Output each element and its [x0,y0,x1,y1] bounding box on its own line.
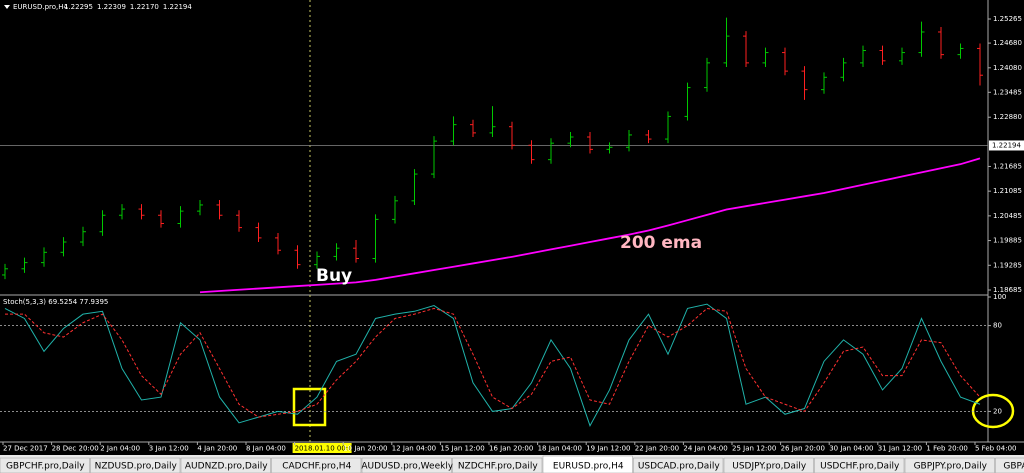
time-label: 1 Feb 20:00 [926,445,967,453]
time-highlight [292,443,352,453]
tab-bar: GBPCHF.pro,Daily NZDUSD.pro,Daily AUDNZD.p… [0,455,1024,473]
y-tick-label: 1.21085 [993,187,1022,195]
time-label: 4 Jan 20:00 [197,445,237,453]
tab-label[interactable]: AUDNZD.pro,Daily [185,462,268,472]
tab-label[interactable]: EURUSD.pro,H4 [553,462,624,472]
quote-value: 1.22295 [64,3,93,11]
tab-label[interactable]: CADCHF.pro,H4 [282,462,351,472]
y-tick-label: 1.20485 [993,212,1022,220]
y-tick-label: 1.19285 [993,261,1022,269]
tab-label[interactable]: GBPJPY.pro,Daily [914,462,988,472]
tab[interactable] [723,457,814,473]
time-label: 30 Jan 04:00 [829,445,873,453]
ema-line [199,157,981,294]
tab-label[interactable]: USDJPY.pro,Daily [732,462,807,472]
tab[interactable] [633,457,724,473]
y-tick-label: 20 [993,407,1002,415]
time-label: 28 Dec 20:00 [52,445,99,453]
tab[interactable] [995,457,1024,473]
tab[interactable] [814,457,905,473]
time-label: 2 Jan 04:00 [100,445,140,453]
time-label: 31 Jan 12:00 [878,445,922,453]
annotation-buy: Buy [316,266,352,286]
y-tick-label: 1.24080 [993,64,1022,72]
annotation-ema: 200 ema [620,233,702,253]
quote-value: 1.22170 [130,3,159,11]
time-label: 27 Dec 2017 [3,445,48,453]
y-tick-label: 1.25265 [993,15,1022,23]
tab-label[interactable]: USDCHF.pro,Daily [820,462,900,472]
time-label: 22 Jan 20:00 [635,445,679,453]
tab[interactable] [904,457,995,473]
tab-label[interactable]: AUDUSD.pro,Weekly [361,462,454,472]
time-label: 5 Feb 04:00 [975,445,1016,453]
time-label: 15 Jan 12:00 [440,445,484,453]
tab-label[interactable]: USDCAD.pro,Daily [638,462,720,472]
tab-label[interactable]: NZDCHF.pro,Daily [458,462,539,472]
tab[interactable] [361,457,452,473]
chart-title: EURUSD.pro,H4 [13,3,69,11]
quote-value: 1.22309 [97,3,126,11]
y-tick-label: 1.21685 [993,162,1022,170]
y-tick-label: 1.19885 [993,237,1022,245]
time-label: 3 Jan 12:00 [149,445,189,453]
time-label: 24 Jan 04:00 [683,445,727,453]
tab-label[interactable]: GBPA [1003,462,1024,472]
menu-arrow [4,5,10,9]
tab[interactable] [271,457,362,473]
tab[interactable] [180,457,271,473]
time-label: 25 Jan 12:00 [732,445,776,453]
time-label: 18 Jan 04:00 [538,445,582,453]
highlight-box [292,387,327,427]
y-tick-label: 100 [993,293,1006,301]
tab[interactable] [452,457,543,473]
y-tick-label: 1.22880 [993,113,1022,121]
y-tick-label: 1.23485 [993,88,1022,96]
y-tick-label: 80 [993,322,1002,330]
y-tick-label: 1.18685 [993,286,1022,294]
tab-label[interactable]: GBPCHF.pro,Daily [6,462,85,472]
tab-label[interactable]: NZDUSD.pro,Daily [95,462,178,472]
quote-value: 1.22194 [163,3,192,11]
tab[interactable] [0,457,90,473]
time-label: 8 Jan 04:00 [246,445,286,453]
indicator-title: Stoch(5,3,3) 69.5254 77.9395 [3,298,108,306]
main-line [4,303,981,427]
current-price-box [989,140,1024,151]
time-label: 16 Jan 20:00 [489,445,533,453]
current-price-label: 1.22194 [992,141,1021,149]
tab[interactable] [542,455,633,473]
tab[interactable] [90,457,181,473]
highlight-circle [971,393,1015,429]
time-label: 19 Jan 12:00 [586,445,630,453]
y-tick-label: 1.24680 [993,39,1022,47]
time-label: 10 Jan 20:00 [343,445,387,453]
time-label: 12 Jan 04:00 [392,445,436,453]
time-label: 2018.01.10 00:00 [295,445,357,453]
quote: 1.22295 1.22309 1.22170 1.22194 [64,3,192,11]
signal-line [5,307,981,418]
time-label: 26 Jan 20:00 [781,445,825,453]
